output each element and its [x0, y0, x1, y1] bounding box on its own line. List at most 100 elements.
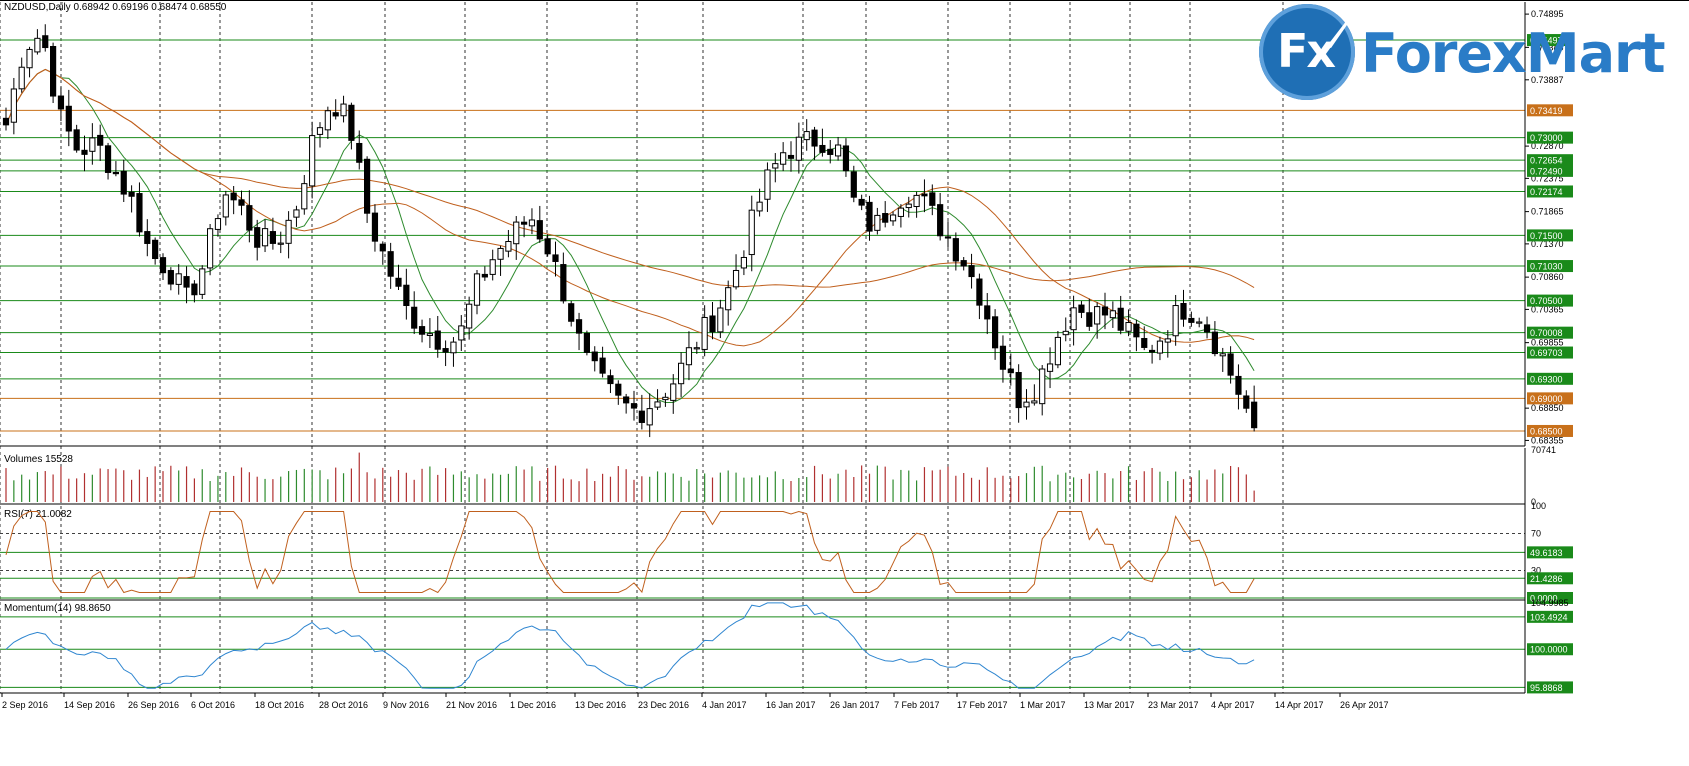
candle-body	[913, 194, 920, 208]
candle-body	[1141, 338, 1148, 348]
candle-body	[850, 171, 857, 198]
momentum-title: Momentum(14) 98.8650	[4, 603, 111, 614]
candle-body	[1196, 321, 1203, 324]
momentum-level-badge-text: 100.0000	[1530, 645, 1568, 655]
candle-body	[183, 276, 190, 288]
candle-body	[1109, 310, 1116, 319]
candle-body	[301, 183, 308, 210]
candle-body	[473, 273, 481, 306]
candle	[238, 190, 245, 216]
candle-body	[685, 347, 693, 366]
level-badge	[1527, 392, 1573, 405]
candle	[787, 141, 795, 172]
candle-body	[340, 103, 347, 117]
x-tick-label: 14 Apr 2017	[1275, 700, 1324, 710]
candle-body	[1078, 304, 1085, 313]
candle	[764, 162, 771, 212]
candle	[1227, 346, 1234, 384]
candle-body	[623, 396, 630, 404]
candle-body	[199, 268, 206, 295]
candle-body	[819, 144, 826, 153]
candle-body	[1203, 324, 1211, 333]
x-tick-label: 26 Jan 2017	[830, 700, 880, 710]
candle	[732, 254, 740, 290]
candle-body	[332, 112, 339, 117]
momentum-panel[interactable]: Momentum(14) 98.8650 104.9985 103.492410…	[0, 598, 1573, 694]
candle	[1172, 294, 1179, 346]
candle-body	[811, 129, 818, 147]
candle	[434, 315, 441, 358]
logo-brand-name: ForexMart	[1361, 22, 1666, 85]
x-tick-label: 7 Feb 2017	[894, 700, 940, 710]
candle	[670, 374, 677, 414]
level-badge	[1527, 346, 1573, 359]
y-tick-label: 0.73887	[1531, 75, 1564, 85]
candle-body	[921, 193, 928, 197]
candle-body	[725, 287, 732, 311]
candle	[340, 95, 347, 123]
candle-body	[772, 163, 779, 169]
candle-body	[42, 35, 49, 49]
x-tick-label: 13 Mar 2017	[1084, 700, 1135, 710]
candle-body	[638, 410, 645, 423]
candle	[1251, 385, 1258, 432]
candle-body	[316, 127, 324, 135]
candle-body	[1125, 322, 1132, 332]
candle	[97, 124, 104, 161]
x-tick-label: 17 Feb 2017	[957, 700, 1008, 710]
forexmart-logo: Fx ForexMart	[1255, 0, 1685, 108]
candle-body	[222, 194, 229, 218]
candle	[544, 234, 551, 257]
candle	[136, 182, 143, 237]
candle	[183, 266, 190, 304]
candle-body	[50, 45, 57, 97]
candle-body	[1133, 323, 1140, 338]
candle-body	[65, 105, 72, 132]
candle	[395, 264, 402, 291]
candle-body	[136, 193, 143, 233]
x-tick-label: 18 Oct 2016	[255, 700, 304, 710]
level-badge	[1527, 424, 1573, 437]
candle	[944, 221, 952, 248]
candle-body	[992, 316, 999, 349]
candle-body	[889, 214, 897, 222]
candle-body	[583, 332, 590, 353]
candle	[772, 153, 779, 183]
candle	[1094, 302, 1101, 339]
candle-body	[960, 260, 967, 267]
x-tick-label: 9 Nov 2016	[383, 700, 429, 710]
level-badge-text: 0.69000	[1530, 394, 1563, 404]
rsi-panel[interactable]: RSI(7) 21.0082 10070300 49.618321.42860.…	[0, 501, 1573, 604]
level-badge-text: 0.72174	[1530, 187, 1563, 197]
rsi-level-badge-text: 21.4286	[1530, 574, 1563, 584]
moving-average-lines	[5, 68, 1255, 403]
candle	[913, 191, 920, 218]
candle	[18, 57, 25, 93]
candle	[1188, 311, 1195, 327]
level-badge	[1527, 229, 1573, 242]
candle-body	[309, 135, 316, 187]
candle-body	[1251, 401, 1258, 429]
candle	[1211, 321, 1219, 357]
candle	[646, 393, 653, 438]
candle	[418, 319, 426, 343]
price-panel[interactable]: NZDUSD,Daily 0.68942 0.69196 0.68474 0.6…	[0, 2, 1573, 445]
momentum-level-labels: 103.4924 100.0000 95.8868	[1527, 610, 1573, 694]
candle	[1062, 317, 1069, 342]
candle-body	[144, 231, 151, 244]
candle-body	[466, 303, 473, 329]
candle	[1101, 292, 1109, 330]
price-axis-ticks: 0.74895 0.74385 0.73887 0.72870 0.72375 0.718…	[1525, 9, 1564, 445]
candle-body	[1015, 372, 1022, 409]
level-badge	[1527, 260, 1573, 273]
candle-body	[905, 203, 912, 209]
candle	[678, 352, 685, 398]
level-badge-text: 0.73000	[1530, 133, 1563, 143]
candle-body	[1101, 306, 1109, 316]
candle	[992, 309, 999, 360]
x-tick-label: 2 Sep 2016	[2, 700, 48, 710]
logo-badge	[1259, 4, 1355, 100]
volume-panel[interactable]: Volumes 15528 70741 0	[4, 445, 1556, 507]
x-tick-label: 1 Dec 2016	[510, 700, 556, 710]
candle	[1054, 331, 1062, 369]
